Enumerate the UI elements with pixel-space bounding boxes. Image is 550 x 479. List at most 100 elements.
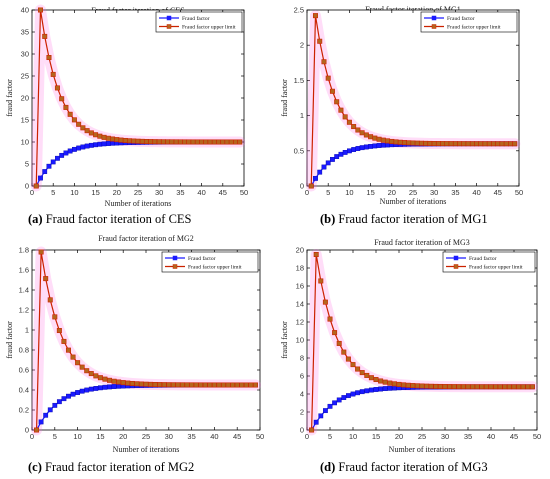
upper-limit-point (387, 380, 393, 386)
fraud-factor-point (67, 148, 73, 154)
upper-limit-point (131, 138, 137, 144)
caption-text-c: Fraud factor iteration of MG2 (41, 460, 195, 474)
upper-limit-point (127, 138, 133, 144)
fraud-factor-point (351, 147, 357, 152)
upper-limit-point (228, 139, 234, 145)
upper-limit-point (405, 382, 411, 388)
x-tick-label: 5 (51, 188, 55, 197)
x-tick-label: 35 (176, 188, 184, 197)
y-tick-label: 8 (300, 354, 304, 363)
upper-limit-point (448, 141, 454, 147)
upper-limit-point (382, 379, 388, 385)
fraud-factor-point (70, 391, 76, 397)
y-tick-label: 20 (296, 246, 304, 255)
upper-limit-point (152, 381, 158, 387)
fraud-factor-point (55, 155, 60, 161)
y-tick-label: 0 (25, 182, 29, 191)
legend-entry-label: Fraud factor (447, 15, 475, 22)
y-tick-label: 0 (25, 426, 29, 435)
upper-limit-point (469, 141, 475, 147)
x-tick-label: 15 (372, 432, 380, 441)
x-tick-label: 50 (240, 188, 248, 197)
upper-limit-point (427, 140, 433, 146)
upper-limit-point (334, 99, 340, 105)
y-tick-label: 16 (296, 282, 304, 291)
fraud-factor-point (359, 389, 365, 395)
y-tick-label: 18 (296, 264, 304, 273)
x-tick-label: 50 (515, 188, 523, 197)
fraud-factor-point (63, 150, 69, 156)
fraud-factor-point (350, 391, 356, 397)
x-tick-label: 45 (494, 188, 502, 197)
upper-limit-point (359, 130, 365, 136)
upper-limit-point (410, 383, 416, 389)
upper-limit-point (230, 382, 236, 388)
x-tick-label: 25 (134, 188, 142, 197)
upper-limit-point (512, 141, 518, 147)
x-tick-label: 40 (197, 188, 205, 197)
fraud-factor-point (111, 384, 117, 389)
upper-limit-point (76, 121, 82, 127)
upper-limit-point (460, 384, 466, 390)
fraud-factor-point (355, 146, 361, 151)
legend-entry-label: Fraud factor (188, 255, 216, 262)
upper-limit-point (482, 141, 488, 147)
upper-limit-point (179, 382, 185, 388)
upper-limit-point (54, 85, 60, 91)
fraud-factor-point (391, 385, 397, 391)
fraud-factor-point (110, 140, 115, 146)
upper-limit-point (221, 382, 227, 388)
legend-entry-label: Fraud factor (182, 15, 210, 22)
fraud-factor-point (368, 387, 374, 393)
fraud-factor-point (313, 419, 319, 425)
upper-limit-point (342, 114, 348, 120)
y-tick-label: 0.6 (19, 366, 29, 375)
upper-limit-point (186, 139, 192, 145)
upper-limit-point (88, 130, 94, 136)
upper-limit-point (157, 382, 163, 388)
x-tick-label: 25 (409, 188, 417, 197)
x-tick-label: 0 (305, 188, 309, 197)
fraud-factor-point (345, 393, 351, 399)
upper-limit-point (165, 139, 171, 145)
upper-limit-point (461, 141, 467, 147)
caption-text-a: Fraud factor iteration of CES (42, 212, 192, 226)
y-tick-label: 0 (300, 426, 304, 435)
upper-limit-point (318, 278, 324, 284)
legend-entry-label: Fraud factor upper limit (188, 264, 242, 271)
legend-marker (431, 24, 437, 29)
x-tick-label: 50 (256, 432, 264, 441)
upper-limit-point (198, 382, 204, 388)
upper-limit-point (397, 139, 403, 145)
x-tick-label: 10 (70, 188, 78, 197)
upper-limit-point (190, 139, 196, 145)
upper-limit-point (233, 139, 239, 145)
upper-limit-point (322, 299, 328, 305)
upper-limit-point (474, 141, 480, 147)
upper-limit-point (170, 382, 176, 388)
upper-limit-point (166, 382, 172, 388)
fraud-factor-point (79, 388, 85, 394)
upper-limit-point (105, 135, 111, 141)
upper-limit-point (359, 370, 365, 376)
upper-limit-point (470, 384, 476, 390)
fraud-factor-point (338, 151, 344, 157)
x-tick-label: 20 (395, 432, 403, 441)
upper-limit-point (67, 111, 73, 117)
upper-limit-point (156, 139, 162, 145)
upper-limit-point (102, 376, 108, 382)
x-tick-label: 40 (487, 432, 495, 441)
x-tick-label: 30 (155, 188, 163, 197)
upper-limit-point (368, 375, 374, 381)
upper-limit-point (61, 338, 67, 344)
upper-limit-point (345, 356, 351, 362)
fraud-factor-point (355, 390, 361, 396)
fraud-factor-point (116, 383, 122, 389)
upper-limit-point (248, 382, 254, 388)
fraud-factor-point (363, 144, 369, 150)
fraud-factor-point (317, 169, 323, 175)
upper-limit-point (97, 375, 103, 381)
fraud-factor-point (93, 142, 99, 148)
upper-limit-point (511, 384, 517, 390)
y-tick-label: 10 (21, 138, 29, 147)
